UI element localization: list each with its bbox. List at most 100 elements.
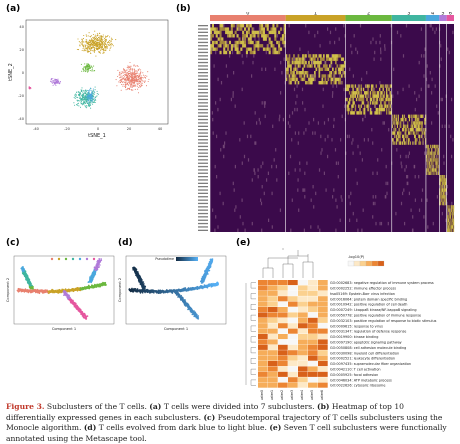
go-cell: [318, 371, 328, 377]
trajectory-point: [133, 287, 135, 290]
tsne-point: [93, 65, 95, 67]
tsne-point: [97, 34, 99, 36]
trajectory-point: [136, 291, 139, 293]
panel-e-label: (e): [236, 238, 251, 248]
trajectory-point: [184, 287, 187, 289]
tsne-point: [134, 88, 136, 90]
tsne-point: [102, 41, 104, 43]
tsne-point: [89, 87, 91, 89]
tsne-point: [102, 49, 104, 51]
tsne-point: [103, 52, 105, 54]
trajectory-point: [83, 314, 86, 317]
tsne-point: [57, 81, 59, 83]
tsne-point: [95, 44, 97, 46]
trajectory-point: [207, 265, 210, 268]
go-cell: [298, 285, 308, 291]
tsne-point: [94, 36, 97, 38]
go-cell: [278, 323, 288, 329]
tsne-point: [99, 45, 101, 47]
go-cell: [308, 361, 318, 367]
tsne-point: [93, 69, 95, 72]
tsne-point: [136, 65, 138, 67]
tsne-point: [110, 37, 112, 39]
cluster-bar-segment: [425, 15, 440, 21]
go-cell: [258, 355, 268, 361]
gene-label-stub: [198, 159, 208, 161]
tsne-point: [106, 46, 108, 48]
go-cell: [318, 355, 328, 361]
go-cell: [298, 371, 308, 377]
tsne-point: [126, 75, 128, 77]
tsne-point: [121, 75, 123, 77]
go-column-label: cluster0: [260, 390, 264, 400]
go-cell: [318, 296, 328, 302]
tsne-point: [125, 78, 127, 80]
cluster-legend-swatch: [92, 257, 96, 261]
gene-label-stub: [198, 48, 208, 50]
tsne-point: [138, 68, 140, 70]
go-cell: [298, 307, 308, 313]
tsne-point: [79, 45, 81, 47]
trajectory-point: [213, 285, 215, 287]
tsne-point: [131, 86, 133, 88]
tsne-point: [100, 43, 102, 45]
gene-label-stub: [198, 58, 208, 60]
tsne-point: [119, 77, 121, 79]
go-cell: [258, 312, 268, 318]
tsne-point: [131, 82, 133, 84]
tsne-point: [84, 105, 86, 107]
tsne-point: [128, 82, 131, 84]
tsne-point: [122, 72, 124, 74]
tsne-point: [83, 69, 85, 71]
tsne-point: [94, 97, 96, 99]
go-cell: [268, 323, 278, 329]
tsne-point: [101, 44, 103, 47]
gene-label-stub: [198, 25, 208, 27]
tsne-point: [88, 91, 90, 93]
go-cell: [308, 290, 318, 296]
tsne-point: [108, 44, 110, 46]
tsne-point: [90, 66, 92, 68]
go-cell: [268, 339, 278, 345]
go-cell: [288, 344, 298, 350]
go-colorbar-step: [359, 260, 367, 267]
go-cell: [318, 290, 328, 296]
tsne-point: [101, 36, 103, 38]
gene-label-stub: [198, 155, 208, 158]
trajectory-d-xlabel: Component 1: [164, 327, 188, 331]
go-cell: [298, 280, 308, 286]
tsne-point: [83, 70, 85, 72]
panel-c-label: (c): [6, 238, 20, 248]
go-cell: [258, 290, 268, 296]
tsne-point: [57, 78, 59, 80]
go-term-label: GO:0097435: supramolecular fiber organiz…: [330, 362, 411, 366]
cluster-legend: [50, 257, 96, 261]
tsne-point: [102, 38, 104, 40]
tsne-point: [93, 37, 95, 39]
gene-label-stub: [198, 162, 208, 164]
tsne-point: [134, 85, 136, 87]
cluster-legend-swatch: [78, 257, 82, 261]
trajectory-point: [90, 278, 92, 280]
tsne-point: [28, 86, 30, 88]
go-cell: [298, 382, 308, 388]
tsne-point: [96, 33, 98, 35]
trajectory-point: [196, 315, 199, 318]
tsne-point: [94, 47, 96, 50]
tsne-point: [104, 40, 107, 42]
tsne-point: [96, 39, 98, 41]
trajectory-point: [196, 317, 199, 320]
tsne-point: [91, 92, 93, 94]
tsne-point: [102, 43, 104, 45]
tsne-point: [131, 81, 133, 83]
tsne-point: [83, 91, 85, 93]
tsne-point: [91, 99, 93, 101]
go-cell: [318, 317, 328, 323]
go-term-label: GO:0050778: positive regulation of immun…: [330, 313, 421, 317]
tsne-point: [92, 101, 94, 104]
trajectory-point: [156, 290, 159, 293]
tsne-point: [106, 42, 108, 44]
gene-label-stub: [198, 202, 208, 205]
tsne-point: [82, 99, 84, 101]
